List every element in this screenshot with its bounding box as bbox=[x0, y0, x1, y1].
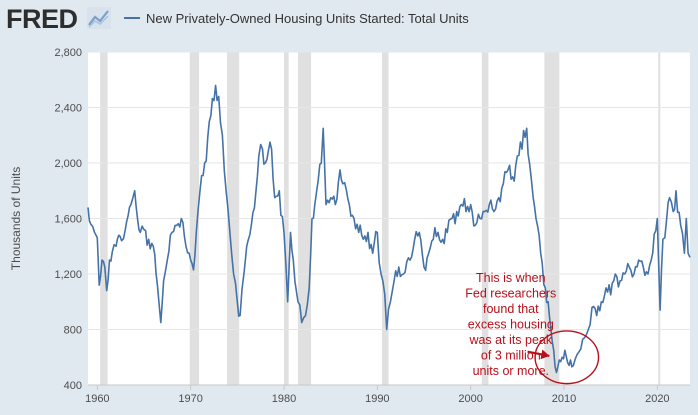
y-tick-label: 800 bbox=[64, 325, 82, 337]
y-axis: 400 800 1,200 1,600 2,000 2,400 2,800 bbox=[54, 47, 82, 392]
legend-label: New Privately-Owned Housing Units Starte… bbox=[146, 10, 469, 26]
y-tick-label: 2,800 bbox=[54, 47, 82, 59]
annotation-text-line: found that bbox=[483, 302, 539, 316]
y-tick-label: 1,200 bbox=[54, 269, 82, 281]
legend-swatch bbox=[124, 17, 140, 19]
legend: New Privately-Owned Housing Units Starte… bbox=[124, 8, 469, 28]
annotation-text-line: units or more. bbox=[473, 364, 549, 378]
chart-header: FRED New Privately-Owned Housing Units S… bbox=[0, 0, 698, 40]
x-tick-label: 2010 bbox=[552, 393, 576, 405]
y-tick-label: 2,000 bbox=[54, 158, 82, 170]
x-tick-label: 2000 bbox=[458, 393, 482, 405]
series-line bbox=[87, 84, 691, 374]
annotation-text-line: was at its peak bbox=[468, 333, 552, 347]
series-layer bbox=[87, 84, 691, 374]
annotation-circle bbox=[534, 330, 600, 385]
x-tick-label: 1970 bbox=[178, 393, 202, 405]
x-axis: 1960 1970 1980 1990 2000 2010 2020 bbox=[85, 384, 690, 405]
x-tick-label: 1960 bbox=[85, 393, 109, 405]
chart-logo-icon bbox=[87, 7, 111, 29]
y-tick-label: 1,600 bbox=[54, 214, 82, 226]
fred-logo[interactable]: FRED bbox=[6, 4, 78, 34]
annotation-text-line: Fed researchers bbox=[465, 287, 556, 301]
x-tick-label: 1980 bbox=[272, 393, 296, 405]
x-tick-label: 2020 bbox=[645, 393, 669, 405]
gridlines bbox=[88, 51, 690, 386]
annotation-text-line: of 3 million bbox=[481, 349, 541, 363]
annotation-text-line: This is when bbox=[476, 271, 546, 285]
y-tick-label: 2,400 bbox=[54, 103, 82, 115]
annotation-text-line: excess housing bbox=[468, 318, 554, 332]
annotation-arrowhead bbox=[540, 349, 550, 360]
y-tick-label: 400 bbox=[64, 380, 82, 392]
x-tick-label: 1990 bbox=[365, 393, 389, 405]
y-axis-title: Thousands of Units bbox=[9, 167, 23, 270]
